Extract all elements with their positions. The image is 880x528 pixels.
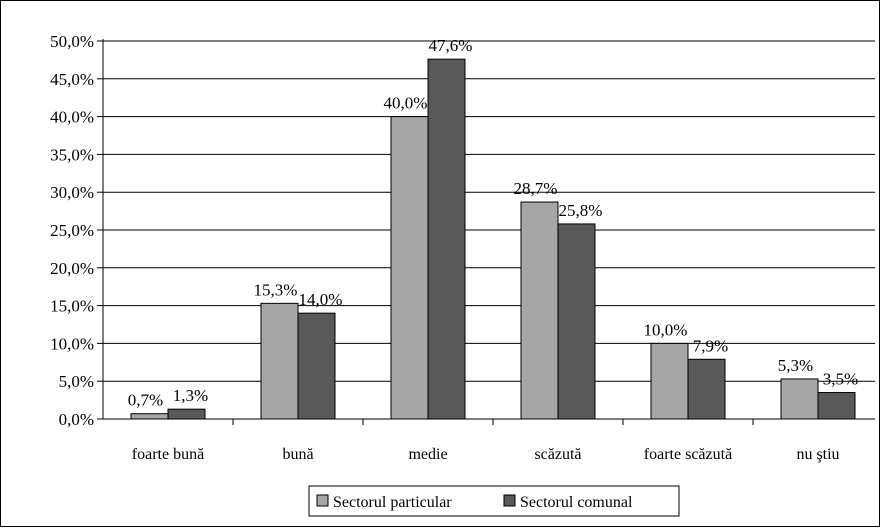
- data-label: 3,5%: [823, 370, 858, 389]
- bar-particular: [260, 302, 299, 420]
- y-tick-label: 15,0%: [50, 297, 94, 316]
- bar-comunal: [297, 312, 336, 420]
- bar-particular: [130, 413, 169, 420]
- data-label: 28,7%: [514, 179, 558, 198]
- data-label: 40,0%: [384, 94, 428, 113]
- legend-swatch-comunal: [503, 494, 516, 507]
- y-tick-label: 20,0%: [50, 259, 94, 278]
- bar-comunal: [557, 223, 596, 420]
- category-label: bună: [282, 446, 313, 463]
- y-tick-label: 5,0%: [59, 372, 94, 391]
- bar-particular: [390, 116, 429, 420]
- bar-comunal: [687, 358, 726, 420]
- category-label: foarte scăzută: [644, 446, 732, 463]
- bars: [130, 58, 856, 420]
- legend: Sectorul particular Sectorul comunal: [308, 485, 680, 517]
- bar-particular: [650, 342, 689, 420]
- legend-box: [308, 485, 680, 517]
- data-label: 25,8%: [559, 201, 603, 220]
- bar-particular: [520, 201, 559, 420]
- gridlines: [103, 40, 875, 382]
- y-tick-label: 0,0%: [59, 410, 94, 429]
- y-tick-label: 50,0%: [50, 32, 94, 51]
- legend-swatch-particular: [316, 494, 329, 507]
- bar-comunal: [817, 392, 856, 420]
- y-tick-label: 40,0%: [50, 108, 94, 127]
- legend-label: Sectorul particular: [333, 494, 452, 511]
- y-tick-label: 10,0%: [50, 334, 94, 353]
- category-label: foarte bună: [132, 446, 204, 463]
- bar-particular: [780, 378, 819, 420]
- category-label: nu ştiu: [796, 446, 839, 463]
- axes: 0,0% 5,0% 10,0% 15,0% 20,0% 25,0% 30,0% 35,0% 40…: [50, 32, 875, 463]
- y-tick-label: 35,0%: [50, 145, 94, 164]
- category-label: medie: [408, 446, 447, 463]
- y-tick-label: 45,0%: [50, 70, 94, 89]
- data-label: 15,3%: [254, 280, 298, 299]
- data-label: 10,0%: [644, 320, 688, 339]
- data-labels: 0,7% 1,3% 15,3%14,0% 40,0% 47,6% 28,7%25,8% 10…: [128, 36, 858, 410]
- bar-comunal: [167, 408, 206, 420]
- y-tick-label: 25,0%: [50, 221, 94, 240]
- data-label: 5,3%: [778, 356, 813, 375]
- data-label: 7,9%: [693, 336, 728, 355]
- data-label: 1,3%: [173, 386, 208, 405]
- y-tick-label: 30,0%: [50, 183, 94, 202]
- category-label: scăzută: [534, 446, 581, 463]
- legend-label: Sectorul comunal: [520, 494, 633, 511]
- data-label: 14,0%: [299, 290, 343, 309]
- data-label: 47,6%: [429, 36, 473, 55]
- data-label: 0,7%: [128, 391, 163, 410]
- bar-comunal: [427, 58, 466, 420]
